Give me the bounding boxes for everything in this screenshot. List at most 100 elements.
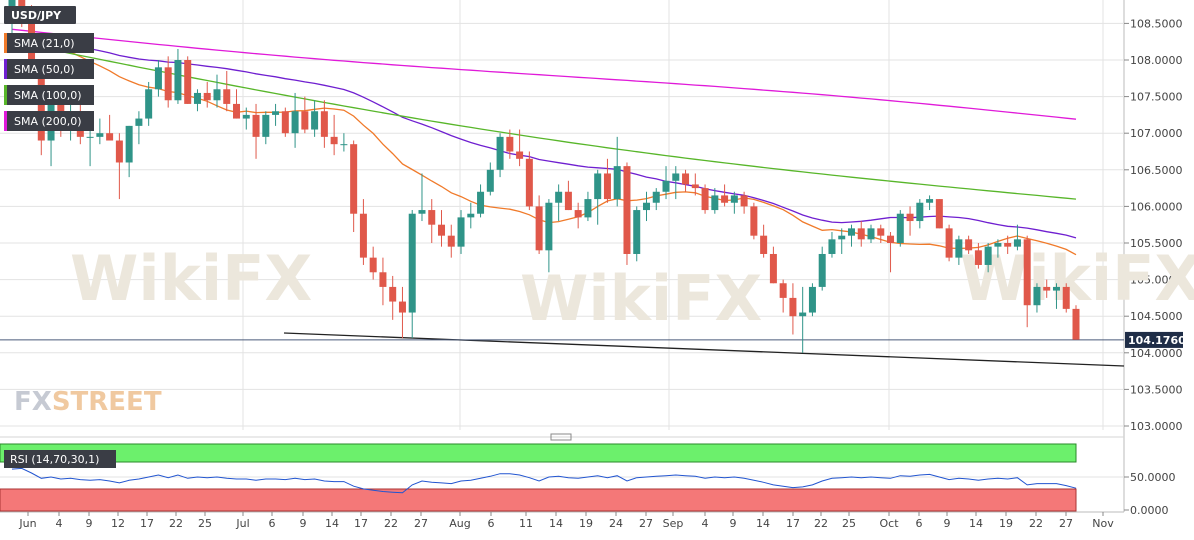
candle-up[interactable] [662,180,670,192]
candle-up[interactable] [926,199,934,203]
candle-up[interactable] [145,89,153,119]
candle-up[interactable] [408,213,416,313]
candle-up[interactable] [174,60,182,101]
candle-down[interactable] [760,235,768,254]
candle-down[interactable] [1004,243,1012,247]
candle-down[interactable] [330,136,338,145]
candle-down[interactable] [574,210,582,218]
candle-up[interactable] [1033,286,1041,306]
candle-up[interactable] [847,228,855,236]
candle-up[interactable] [652,191,660,203]
candle-up[interactable] [311,111,319,130]
candle-up[interactable] [808,286,816,313]
candle-down[interactable] [965,239,973,251]
candle-down[interactable] [252,114,260,137]
candle-down[interactable] [623,166,631,254]
candle-down[interactable] [750,206,758,236]
candle-up[interactable] [1052,286,1060,291]
candle-up[interactable] [799,312,807,317]
candle-down[interactable] [379,272,387,287]
candle-up[interactable] [418,210,426,214]
candle-up[interactable] [984,246,992,265]
candle-up[interactable] [154,67,162,90]
candle-down[interactable] [721,195,729,203]
candle-up[interactable] [818,253,826,287]
candle-down[interactable] [740,195,748,207]
candle-up[interactable] [457,217,465,247]
candle-up[interactable] [86,136,94,138]
candle-up[interactable] [1013,239,1021,247]
candle-up[interactable] [955,239,963,258]
candle-down[interactable] [438,224,446,236]
candle-down[interactable] [320,111,328,137]
candle-down[interactable] [301,111,309,130]
candle-up[interactable] [867,228,875,240]
candle-down[interactable] [506,136,514,152]
candle-down[interactable] [779,283,787,298]
candle-down[interactable] [203,92,211,101]
candle-down[interactable] [389,286,397,302]
candle-down[interactable] [906,213,914,222]
pane-resize-handle[interactable] [550,433,572,441]
candle-down[interactable] [701,188,709,211]
candle-down[interactable] [350,144,358,214]
candle-down[interactable] [525,158,533,207]
candle-down[interactable] [1043,286,1051,291]
candle-up[interactable] [828,239,836,254]
candle-up[interactable] [642,202,650,211]
candle-down[interactable] [1023,239,1031,306]
candle-up[interactable] [96,133,104,137]
candle-down[interactable] [233,103,241,119]
candle-down[interactable] [564,191,572,211]
candle-down[interactable] [682,173,690,185]
candle-down[interactable] [398,301,406,313]
candle-up[interactable] [262,114,270,137]
candle-up[interactable] [594,173,602,200]
candle-up[interactable] [916,202,924,222]
candle-down[interactable] [535,206,543,251]
candle-down[interactable] [857,228,865,240]
candle-up[interactable] [711,195,719,211]
candle-up[interactable] [584,199,592,218]
candle-up[interactable] [613,166,621,200]
candle-down[interactable] [1062,286,1070,309]
candle-down[interactable] [769,253,777,284]
candle-up[interactable] [213,89,221,101]
candle-down[interactable] [789,297,797,317]
candle-up[interactable] [994,243,1002,247]
candle-down[interactable] [106,133,114,141]
candle-up[interactable] [340,144,348,146]
candle-up[interactable] [477,191,485,214]
candle-up[interactable] [672,173,680,181]
candle-up[interactable] [555,191,563,203]
candle-up[interactable] [125,125,133,163]
candle-down[interactable] [447,235,455,247]
candle-down[interactable] [974,250,982,265]
candle-up[interactable] [467,213,475,218]
candle-down[interactable] [877,228,885,236]
candle-up[interactable] [496,136,504,170]
trend-line[interactable] [283,332,1125,367]
candle-up[interactable] [135,118,143,126]
candle-up[interactable] [272,111,280,115]
candle-down[interactable] [1072,308,1080,340]
candle-down[interactable] [428,210,436,225]
candle-down[interactable] [184,60,192,104]
candle-down[interactable] [945,228,953,258]
candle-down[interactable] [115,140,123,163]
candle-down[interactable] [691,184,699,189]
candle-down[interactable] [369,257,377,273]
candle-down[interactable] [37,74,45,141]
candle-down[interactable] [281,111,289,134]
candle-down[interactable] [516,151,524,159]
candle-up[interactable] [193,92,201,104]
candle-up[interactable] [633,210,641,254]
candle-up[interactable] [896,213,904,243]
candle-up[interactable] [486,169,494,192]
candle-up[interactable] [838,235,846,240]
candle-up[interactable] [291,111,299,134]
candle-down[interactable] [223,89,231,104]
candle-up[interactable] [730,195,738,203]
